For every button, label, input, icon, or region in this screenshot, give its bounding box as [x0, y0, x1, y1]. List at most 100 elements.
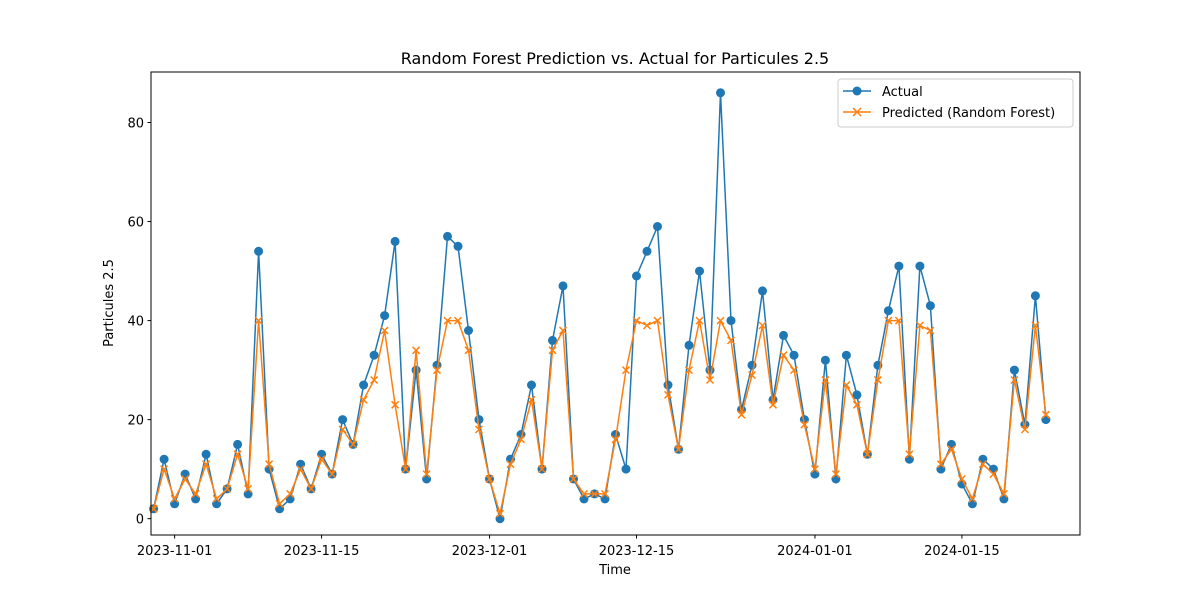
data-point-actual	[779, 330, 788, 340]
data-point-actual	[527, 380, 536, 390]
data-point-predicted	[884, 316, 893, 325]
y-tick-label: 20	[127, 414, 144, 429]
data-point-actual	[632, 271, 641, 281]
data-point-predicted	[380, 326, 389, 335]
y-tick-label: 80	[127, 117, 144, 132]
data-point-predicted	[170, 494, 179, 503]
data-point-predicted	[695, 316, 704, 325]
data-point-actual	[894, 261, 904, 271]
data-point-predicted	[737, 410, 746, 419]
data-point-predicted	[537, 465, 547, 474]
data-point-actual	[936, 464, 946, 474]
data-point-predicted	[905, 450, 914, 459]
data-point-predicted	[338, 425, 347, 434]
x-tick-label: 2024-01-15	[924, 544, 1000, 559]
legend-marker-predicted	[852, 107, 862, 117]
data-point-predicted	[296, 465, 305, 474]
data-point-predicted	[495, 509, 505, 518]
data-point-actual	[411, 365, 421, 375]
data-point-predicted	[674, 445, 683, 454]
data-point-predicted	[370, 375, 379, 385]
data-point-predicted	[852, 400, 861, 409]
legend-item-predicted: Predicted (Random Forest)	[843, 106, 1055, 121]
data-point-predicted	[978, 460, 987, 469]
data-point-actual	[789, 350, 799, 360]
data-point-actual	[967, 499, 977, 509]
data-point-predicted	[212, 494, 221, 503]
y-tick-label: 40	[127, 315, 144, 330]
data-point-predicted	[527, 395, 536, 404]
data-point-actual	[946, 439, 956, 449]
data-point-actual	[915, 261, 925, 271]
data-point-actual	[474, 415, 484, 425]
plot-area	[151, 72, 1080, 535]
data-point-actual	[443, 231, 452, 241]
data-point-predicted	[821, 375, 830, 385]
data-point-predicted	[590, 489, 599, 498]
data-point-actual	[999, 494, 1009, 504]
series-line-predicted	[152, 319, 1047, 515]
data-point-predicted	[842, 380, 851, 390]
data-point-actual	[212, 499, 222, 509]
data-point-actual	[726, 316, 736, 326]
data-point-predicted	[391, 400, 400, 409]
data-point-actual	[988, 464, 998, 474]
data-point-actual	[159, 454, 169, 464]
data-point-actual	[579, 494, 589, 504]
y-tick-label: 60	[127, 216, 144, 231]
data-point-predicted	[328, 470, 337, 479]
data-point-predicted	[642, 321, 652, 330]
data-point-predicted	[244, 484, 253, 493]
y-axis-label: Particules 2.5	[102, 259, 117, 347]
x-axis: 2023-11-01 2023-11-15 2023-12-01 2023-12-15…	[137, 535, 1000, 559]
data-point-predicted	[516, 435, 526, 444]
data-point-actual	[275, 504, 285, 514]
data-point-predicted	[1041, 410, 1050, 419]
x-tick-label: 2023-12-15	[599, 544, 675, 559]
data-point-predicted	[915, 321, 924, 330]
data-point-actual	[716, 88, 725, 98]
data-point-actual	[464, 326, 473, 335]
x-axis-label: Time	[598, 563, 631, 578]
data-point-actual	[653, 222, 662, 231]
data-point-actual	[422, 474, 432, 484]
data-point-predicted	[464, 346, 473, 355]
data-point-predicted	[548, 346, 557, 355]
data-point-predicted	[863, 450, 872, 459]
y-axis: 0 20 40 60 80	[127, 117, 151, 528]
data-point-predicted	[684, 366, 694, 375]
data-point-actual	[831, 474, 841, 484]
x-tick-label: 2023-11-15	[284, 544, 360, 559]
data-point-predicted	[202, 460, 211, 469]
data-point-predicted	[726, 336, 736, 345]
x-tick-label: 2023-12-01	[452, 544, 528, 559]
data-point-predicted	[1010, 375, 1019, 385]
data-point-predicted	[621, 366, 631, 375]
data-point-predicted	[432, 366, 442, 375]
data-point-predicted	[443, 316, 452, 325]
data-point-predicted	[789, 366, 799, 375]
data-point-predicted	[968, 494, 977, 503]
data-point-actual	[548, 335, 557, 345]
data-point-predicted	[800, 420, 809, 429]
data-point-actual	[170, 499, 180, 509]
data-point-predicted	[453, 316, 463, 325]
data-point-predicted	[558, 326, 568, 335]
data-point-actual	[180, 469, 190, 479]
y-tick-label: 0	[136, 513, 144, 528]
data-point-actual	[663, 380, 673, 390]
data-point-predicted	[191, 489, 200, 498]
data-point-predicted	[579, 489, 589, 498]
data-point-actual	[1030, 291, 1040, 301]
data-point-predicted	[716, 316, 725, 325]
legend-label-actual: Actual	[882, 85, 923, 100]
data-point-predicted	[653, 316, 662, 325]
data-point-predicted	[957, 474, 966, 484]
series-layer	[149, 88, 1051, 524]
data-point-actual	[642, 246, 652, 256]
data-point-predicted	[485, 474, 494, 484]
data-point-actual	[390, 236, 400, 246]
data-point-predicted	[349, 440, 358, 449]
x-tick-label: 2023-11-01	[137, 544, 213, 559]
data-point-predicted	[611, 435, 620, 444]
